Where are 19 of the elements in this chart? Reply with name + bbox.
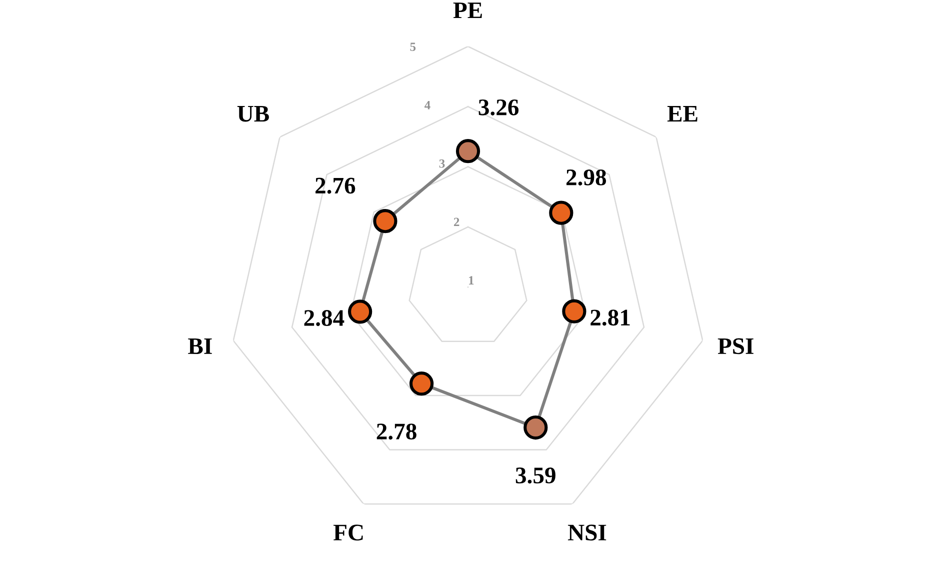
data-label: 2.98 xyxy=(566,169,606,186)
spoke-label: PE xyxy=(453,2,482,18)
y-tick-label: 4 xyxy=(424,101,430,110)
data-label: 2.78 xyxy=(376,424,416,440)
data-label: 3.26 xyxy=(478,99,519,116)
spoke-label: NSI xyxy=(568,524,606,541)
spoke-label: UB xyxy=(237,106,269,122)
y-tick-label: 1 xyxy=(469,276,474,284)
data-label: 2.84 xyxy=(304,310,344,326)
data-label: 3.59 xyxy=(516,468,556,484)
spoke-label: PSI xyxy=(718,338,754,354)
data-label: 2.76 xyxy=(316,178,356,194)
y-tick-label: 5 xyxy=(410,42,416,52)
spoke-label: FC xyxy=(333,524,363,541)
y-tick-label: 2 xyxy=(454,218,460,226)
y-tick-label: 3 xyxy=(439,159,445,168)
spoke-label: EE xyxy=(667,106,698,122)
spoke-label: BI xyxy=(188,338,212,354)
data-label: 2.81 xyxy=(590,310,630,326)
